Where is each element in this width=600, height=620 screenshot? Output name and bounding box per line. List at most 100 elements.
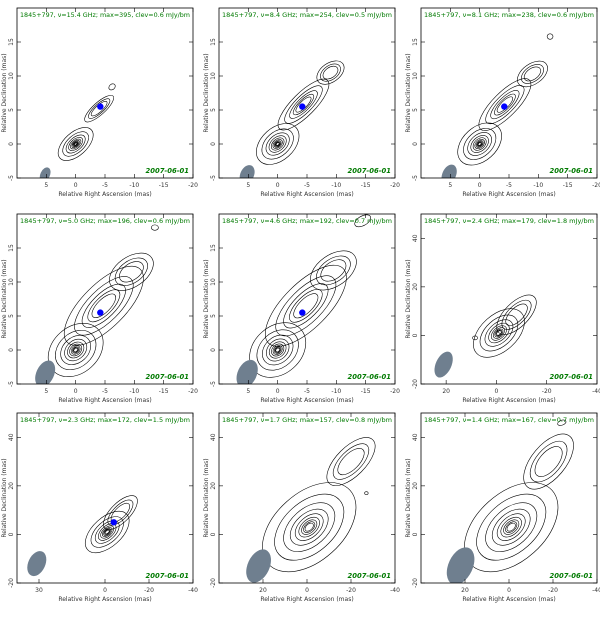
panel-1: 5 0 -5 -10 -15 -20 -5 0 5 10 15 Relative Right Asce… — [1, 7, 198, 198]
x-tick-label: -5 — [506, 182, 512, 189]
contour-level — [275, 275, 337, 337]
x-axis-label: Relative Right Ascension (mas) — [260, 596, 353, 603]
y-tick-label: -20 — [412, 379, 419, 389]
contour-level — [506, 522, 516, 532]
contour-level — [70, 345, 81, 355]
contour-level — [261, 128, 294, 160]
contour-level — [73, 347, 78, 353]
x-tick-label: 0 — [103, 587, 107, 594]
contour-level — [60, 335, 91, 365]
panel-5: 5 0 -5 -10 -15 -20 -5 0 5 10 15 Relative Right Asce… — [203, 213, 400, 404]
x-tick-label: -15 — [159, 182, 169, 189]
x-tick-label: 5 — [44, 182, 48, 189]
x-tick-label: -20 — [346, 587, 356, 594]
contour-level — [472, 335, 478, 341]
contour-level — [90, 101, 108, 117]
y-tick-label: 10 — [210, 278, 217, 286]
contour-map — [246, 437, 376, 583]
contour-level — [505, 521, 518, 533]
panel-4: 5 0 -5 -10 -15 -20 -5 0 5 10 15 Relative Right Asce… — [1, 213, 198, 404]
contour-level — [283, 502, 336, 552]
contour-level — [119, 261, 144, 283]
y-tick-label: 0 — [8, 348, 15, 352]
contour-level — [463, 128, 497, 160]
panel-title: 1845+797, ν=1.7 GHz; max=157, clev=0.8 m… — [222, 417, 392, 424]
contour-level — [272, 345, 283, 355]
contour-level — [271, 343, 285, 357]
contour-map — [239, 60, 345, 178]
y-tick-label: 0 — [210, 532, 217, 536]
y-tick-label: 15 — [412, 38, 419, 46]
contour-level — [520, 64, 544, 84]
observation-date: 2007-06-01 — [550, 572, 593, 580]
y-tick-label: 15 — [210, 38, 217, 46]
contour-level — [91, 293, 117, 318]
contour-level — [273, 346, 282, 354]
x-tick-label: -10 — [331, 182, 341, 189]
contour-level — [457, 122, 502, 166]
x-tick-label: 5 — [44, 388, 48, 395]
x-tick-label: -10 — [129, 182, 139, 189]
x-tick-label: 20 — [259, 587, 267, 594]
panel-title: 1845+797, ν=15.4 GHz; max=395, clev=0.6 … — [20, 12, 190, 19]
beam-ellipse — [27, 551, 47, 577]
contour-level — [354, 214, 372, 228]
contour-level — [275, 141, 280, 147]
contour-level — [74, 276, 134, 336]
x-tick-label: -40 — [188, 587, 198, 594]
contour-level — [274, 493, 345, 561]
y-axis-label: Relative Declination (mas) — [1, 53, 8, 132]
plot-frame — [420, 213, 598, 385]
contour-level — [264, 264, 347, 347]
contour-level — [274, 347, 281, 353]
observation-date: 2007-06-01 — [146, 373, 189, 381]
contour-level — [304, 522, 314, 532]
contour-level — [320, 259, 347, 282]
x-tick-label: -5 — [304, 388, 310, 395]
contour-level — [72, 140, 79, 148]
y-tick-label: 10 — [412, 72, 419, 80]
panel-3: 5 0 -5 -10 -15 -20 -5 0 5 10 15 Relative Right Asce… — [405, 7, 600, 198]
panel-8: 20 0 -20 -40 -20 0 20 40 Relative Right Ascensio… — [203, 412, 400, 603]
contour-level — [490, 325, 507, 341]
x-tick-label: 0 — [478, 182, 482, 189]
x-tick-label: 20 — [461, 587, 469, 594]
x-tick-label: -15 — [361, 182, 371, 189]
y-axis-label: Relative Declination (mas) — [405, 259, 412, 338]
x-tick-label: -20 — [188, 182, 198, 189]
contour-map — [441, 33, 554, 178]
x-axis-label: Relative Right Ascension (mas) — [260, 397, 353, 404]
contour-map — [39, 83, 116, 178]
contour-level — [265, 338, 290, 362]
core-marker — [299, 309, 306, 316]
beam-ellipse — [441, 164, 457, 178]
contour-level — [103, 495, 138, 530]
y-tick-label: 5 — [8, 314, 15, 318]
contour-level — [494, 93, 516, 116]
contour-level — [505, 303, 528, 326]
observation-date: 2007-06-01 — [550, 167, 593, 175]
contour-map — [27, 495, 138, 577]
beam-ellipse — [246, 549, 271, 583]
panel-title: 1845+797, ν=8.4 GHz; max=254, clev=0.5 m… — [222, 12, 392, 19]
y-tick-label: 0 — [412, 333, 419, 337]
x-tick-label: 0 — [507, 587, 511, 594]
contour-level — [65, 134, 86, 154]
contour-level — [84, 94, 114, 123]
contour-level — [478, 78, 532, 131]
contour-level — [477, 142, 482, 146]
contour-level — [485, 502, 538, 552]
y-tick-label: 40 — [210, 433, 217, 441]
panel-title: 1845+797, ν=8.1 GHz; max=238, clev=0.6 m… — [424, 12, 594, 19]
y-tick-label: 20 — [412, 482, 419, 490]
contour-level — [73, 141, 79, 147]
contour-level — [107, 499, 134, 526]
contour-level — [484, 319, 514, 347]
x-axis-label: Relative Right Ascension (mas) — [260, 191, 353, 198]
contour-level — [337, 448, 365, 476]
y-axis-label: Relative Declination (mas) — [203, 458, 210, 537]
y-tick-label: 10 — [210, 72, 217, 80]
y-tick-label: 0 — [412, 532, 419, 536]
y-tick-label: 40 — [412, 433, 419, 441]
panel-title: 1845+797, ν=2.3 GHz; max=172, clev=1.5 m… — [20, 417, 190, 424]
